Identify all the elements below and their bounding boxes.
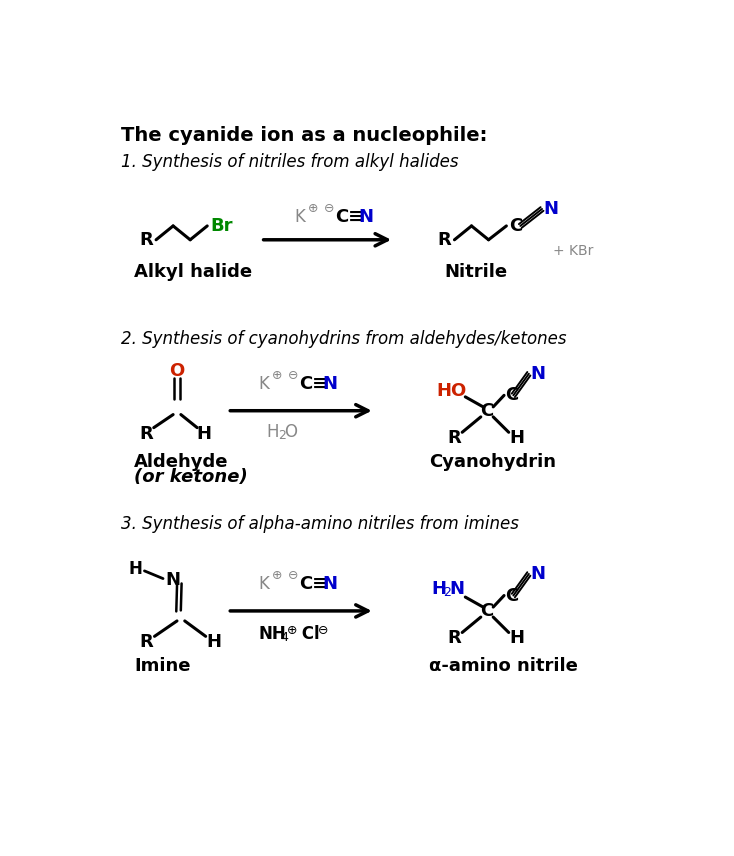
Text: 2: 2 bbox=[277, 429, 286, 442]
Text: H: H bbox=[197, 425, 211, 443]
Text: Cl: Cl bbox=[296, 625, 319, 643]
Text: N: N bbox=[531, 365, 545, 383]
Text: ⊖: ⊖ bbox=[318, 624, 329, 638]
Text: N: N bbox=[322, 575, 337, 593]
Text: ⊕: ⊕ bbox=[308, 202, 319, 215]
Text: 3. Synthesis of alpha-amino nitriles from imines: 3. Synthesis of alpha-amino nitriles fro… bbox=[121, 514, 519, 532]
Text: K: K bbox=[258, 375, 269, 393]
Text: O: O bbox=[284, 423, 297, 442]
Text: 2: 2 bbox=[443, 586, 451, 599]
Text: N: N bbox=[544, 200, 559, 218]
Text: C: C bbox=[506, 386, 519, 404]
Text: C: C bbox=[506, 586, 519, 604]
Text: Imine: Imine bbox=[134, 657, 191, 675]
Text: H: H bbox=[509, 629, 524, 647]
Text: C≡: C≡ bbox=[299, 375, 327, 393]
Text: H: H bbox=[509, 429, 524, 447]
Text: C≡: C≡ bbox=[299, 575, 327, 593]
Text: R: R bbox=[437, 231, 451, 249]
Text: N: N bbox=[358, 208, 374, 226]
Text: + KBr: + KBr bbox=[553, 244, 593, 259]
Text: α-amino nitrile: α-amino nitrile bbox=[429, 657, 578, 675]
Text: Cyanohydrin: Cyanohydrin bbox=[429, 453, 556, 471]
Text: K: K bbox=[295, 208, 305, 226]
Text: ⊕: ⊕ bbox=[272, 369, 282, 382]
Text: C: C bbox=[480, 401, 494, 419]
Text: HO: HO bbox=[437, 383, 467, 401]
Text: Aldehyde: Aldehyde bbox=[134, 453, 229, 471]
Text: H: H bbox=[206, 633, 221, 651]
Text: Br: Br bbox=[211, 217, 233, 235]
Text: R: R bbox=[139, 231, 153, 249]
Text: NH: NH bbox=[258, 625, 286, 643]
Text: N: N bbox=[450, 580, 465, 598]
Text: The cyanide ion as a nucleophile:: The cyanide ion as a nucleophile: bbox=[121, 126, 487, 145]
Text: 2. Synthesis of cyanohydrins from aldehydes/ketones: 2. Synthesis of cyanohydrins from aldehy… bbox=[121, 330, 567, 348]
Text: Alkyl halide: Alkyl halide bbox=[134, 263, 252, 281]
Text: C: C bbox=[509, 217, 522, 235]
Text: N: N bbox=[166, 571, 181, 589]
Text: ⊖: ⊖ bbox=[288, 569, 298, 582]
Text: Nitrile: Nitrile bbox=[444, 263, 507, 281]
Text: N: N bbox=[322, 375, 337, 393]
Text: R: R bbox=[139, 425, 153, 443]
Text: R: R bbox=[448, 629, 462, 647]
Text: C: C bbox=[480, 602, 494, 620]
Text: (or ketone): (or ketone) bbox=[134, 468, 248, 486]
Text: O: O bbox=[170, 362, 185, 380]
Text: 4: 4 bbox=[280, 631, 288, 644]
Text: ⊕: ⊕ bbox=[272, 569, 282, 582]
Text: ⊖: ⊖ bbox=[288, 369, 298, 382]
Text: N: N bbox=[531, 565, 545, 583]
Text: H: H bbox=[431, 580, 446, 598]
Text: ⊕: ⊕ bbox=[287, 624, 297, 638]
Text: H: H bbox=[128, 560, 142, 578]
Text: H: H bbox=[266, 423, 279, 442]
Text: ⊖: ⊖ bbox=[324, 202, 335, 215]
Text: R: R bbox=[448, 429, 462, 447]
Text: C≡: C≡ bbox=[335, 208, 363, 226]
Text: K: K bbox=[258, 575, 269, 593]
Text: R: R bbox=[139, 633, 153, 651]
Text: 1. Synthesis of nitriles from alkyl halides: 1. Synthesis of nitriles from alkyl hali… bbox=[121, 152, 459, 170]
